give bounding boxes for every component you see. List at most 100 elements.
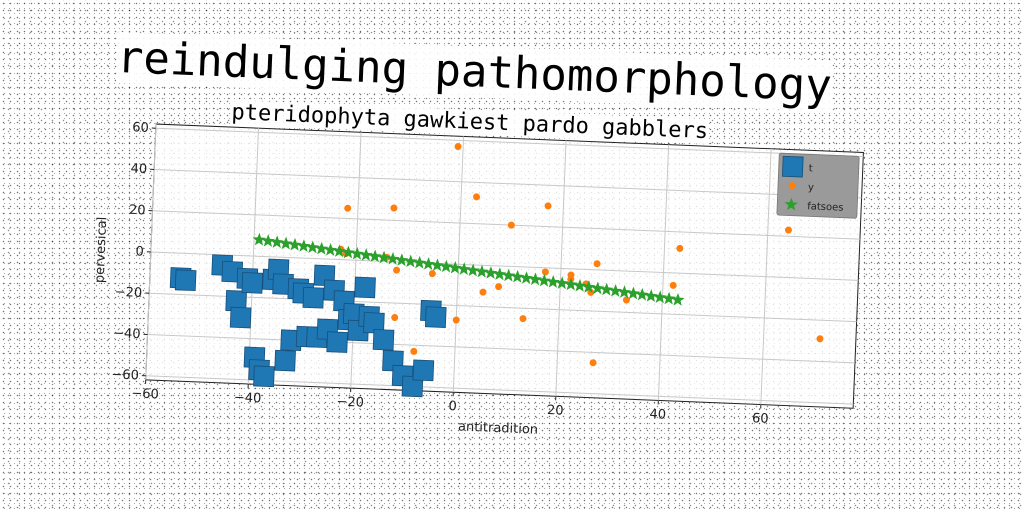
y-point [622,296,630,304]
x-axis-label: antitradition [458,419,539,437]
t-point [229,306,252,329]
series-layer [169,143,824,398]
legend-label-fatsoes: fatsoes [807,201,844,213]
fatsoes-point [626,286,640,300]
y-point [479,288,487,296]
y-point [676,244,684,252]
y-point [428,270,436,278]
fatsoes-point [279,236,293,250]
y-point [519,315,527,323]
fatsoes-point [323,243,338,256]
legend-label-y: y [808,182,814,193]
y-point [507,221,515,229]
legend-marker-fatsoes [784,197,799,211]
y-gridline [147,333,855,364]
fatsoes-point [644,289,658,302]
y-point [454,143,462,151]
y-tick-label: −40 [113,326,141,342]
y-gridline [154,168,862,199]
t-point [253,365,275,388]
t-point [424,306,447,328]
fatsoes-point [350,246,364,260]
legend-marker-t [781,155,804,178]
y-tick-label: 60 [132,120,149,136]
x-tick-label: −40 [234,390,262,406]
y-point [495,283,503,291]
y-tick-label: −60 [111,367,139,383]
fatsoes-point [573,278,587,292]
fatsoes-point [484,266,498,279]
fatsoes-point [564,277,578,291]
y-point [544,202,552,210]
fatsoes-point [510,269,525,283]
y-point [669,281,677,289]
fatsoes-point [555,276,569,290]
fatsoes-point [662,291,676,305]
fatsoes-point [475,264,489,278]
legend-label-t: t [808,163,812,174]
t-point [241,272,264,294]
y-gridline [149,292,857,323]
y-point [589,359,597,367]
fatsoes-point [270,235,284,249]
fatsoes-point [332,244,347,258]
fatsoes-point [528,272,543,286]
t-point [174,269,197,292]
y-gridline [152,210,860,240]
fatsoes-point [395,253,409,267]
y-point [816,335,824,343]
y-point [410,347,418,355]
y-point [587,288,595,296]
fatsoes-point [599,282,614,296]
fatsoes-point [412,255,427,269]
x-tick-label: 40 [649,407,666,423]
y-tick-label: 20 [129,203,146,219]
y-gridline [155,127,864,158]
y-tick-label: 40 [130,162,147,178]
fatsoes-point [617,285,632,299]
fatsoes-point [314,241,329,255]
y-point [784,226,792,234]
fatsoes-point [341,245,355,259]
fatsoes-point [466,263,480,277]
fatsoes-point [537,273,551,287]
fatsoes-point [519,271,534,285]
y-point [593,260,601,268]
fatsoes-point [377,250,391,264]
fatsoes-point [404,254,418,268]
fatsoes-point [608,284,623,297]
fatsoes-point [501,268,516,282]
fatsoes-point [439,259,453,273]
axis-ticks: −60 −40 −20 0 20 40 60 −60 −40 −20 0 20 40 60 [111,120,769,427]
t-point [354,276,376,299]
fatsoes-point [546,275,560,288]
y-gridline [150,251,859,281]
fatsoes-point [430,258,445,272]
y-point [390,204,398,212]
t-point [274,349,296,372]
legend: ty fatsoes [776,152,860,219]
y-point [473,193,481,201]
series-t [169,254,447,398]
y-point [344,204,352,212]
legend-marker-y [788,182,796,190]
fatsoes-point [635,287,649,301]
y-point [393,266,401,274]
fatsoes-point [386,252,400,265]
x-tick-label: −60 [131,386,159,402]
y-tick-label: −20 [114,285,142,301]
fatsoes-point [493,267,507,281]
fatsoes-point [288,237,302,251]
t-point [412,359,435,382]
fatsoes-point [448,260,462,274]
fatsoes-point [653,290,667,304]
fatsoes-point [359,248,373,261]
t-point [372,329,395,351]
x-tick-label: 60 [752,411,769,427]
fatsoes-point [671,292,685,306]
x-tick-label: −20 [336,395,364,411]
fatsoes-point [306,240,320,254]
fatsoes-point [582,280,596,294]
